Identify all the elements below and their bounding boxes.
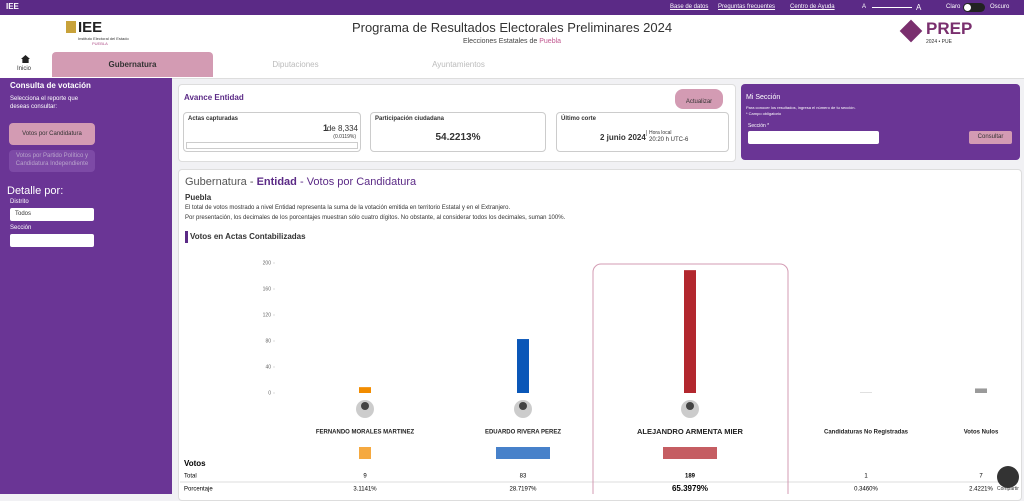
required-note: * Campo obligatorio	[746, 111, 782, 116]
detail-title: Detalle por:	[7, 185, 64, 197]
toggle-knob	[964, 4, 971, 11]
note: El total de votos mostrado a nivel Entid…	[185, 205, 511, 211]
turnout-box: Participación ciudadana 54.2213%	[370, 112, 546, 152]
header-title: Programa de Resultados Electorales Preli…	[351, 20, 673, 35]
progress-card: Avance Entidad Actualizar Actas capturad…	[178, 84, 736, 162]
report-card: Gubernatura - Entidad - Votos por Candid…	[178, 169, 1022, 501]
progress-bar	[186, 142, 358, 149]
font-increase[interactable]: A	[916, 3, 922, 12]
logo-sub: Instituto Electoral del Estado	[78, 36, 129, 41]
chart-title: Votos en Actas Contabilizadas	[190, 232, 306, 241]
share-button[interactable]	[997, 466, 1019, 488]
progress-title: Avance Entidad	[184, 93, 244, 102]
sidebar-prompt: Selecciona el reporte que deseas consult…	[10, 96, 79, 110]
link[interactable]: Preguntas frecuentes	[718, 4, 776, 10]
link[interactable]: Base de datos	[670, 4, 709, 10]
subtitle-place: Puebla	[539, 38, 562, 45]
turnout-label: Participación ciudadana	[375, 116, 445, 122]
cut-box: Último corte 2 junio 2024 Hora local 20:…	[556, 112, 729, 152]
nav: Inicio Gubernatura Diputaciones Ayuntami…	[0, 51, 1024, 79]
logo-emblem	[66, 21, 76, 33]
report-title: Gubernatura - Entidad - Votos por Candid…	[185, 176, 416, 188]
district-value: Todos	[15, 211, 32, 217]
brand: PREP	[926, 19, 973, 38]
cut-label: Último corte	[561, 116, 597, 122]
field-label: Sección *	[748, 123, 770, 129]
my-section-card: Mi Sección Para conocer los resultados, …	[741, 84, 1020, 160]
district-select[interactable]: Todos	[10, 208, 94, 221]
home-link[interactable]: Inicio	[17, 66, 32, 72]
tab[interactable]: Diputaciones	[272, 60, 319, 69]
consult-button[interactable]: Consultar	[969, 131, 1012, 144]
brand-sub: 2024 • PUE	[926, 39, 952, 45]
header: IEE Instituto Electoral del Estado PUEBL…	[0, 15, 1024, 51]
separator: -	[299, 176, 304, 188]
refresh-button[interactable]: Actualizar	[675, 89, 723, 109]
view: Votos por Candidatura	[306, 176, 417, 188]
header-logo: IEE	[78, 19, 103, 36]
my-section-title: Mi Sección	[746, 94, 781, 101]
font-slider[interactable]	[872, 7, 912, 8]
link[interactable]: Centro de Ayuda	[790, 4, 835, 10]
captured-label: Actas capturadas	[188, 116, 239, 122]
tab-active[interactable]: Gubernatura	[52, 52, 213, 77]
cut-date: 2 junio 2024	[600, 133, 646, 142]
theme-light[interactable]: Claro	[946, 4, 961, 10]
sidebar: Consulta de votación Selecciona el repor…	[0, 78, 172, 494]
region: Puebla	[185, 193, 212, 202]
subtitle-text: Elecciones Estatales de	[462, 38, 538, 45]
sidebar-title: Consulta de votación	[10, 81, 91, 90]
top-bar: IEE Base de datos Preguntas frecuentes C…	[0, 0, 1024, 15]
share-label[interactable]: Compartir	[997, 486, 1019, 492]
captured-of: de 8,334	[326, 124, 358, 133]
logo-place: PUEBLA	[92, 41, 108, 46]
note: Por presentación, los decimales de los p…	[185, 215, 566, 221]
my-section-hint: Para conocer los resultados, ingresa el …	[746, 105, 856, 110]
report-button[interactable]: Votos por Candidatura	[9, 123, 95, 145]
turnout-value: 54.2213%	[435, 132, 481, 143]
title-accent	[185, 231, 188, 243]
section-select[interactable]	[10, 234, 94, 247]
font-decrease[interactable]: A	[862, 4, 867, 10]
report-button[interactable]: Votos por Partido Político y Candidatura…	[9, 150, 95, 172]
separator: -	[249, 176, 254, 188]
captured-pct: (0.0119%)	[333, 134, 356, 140]
tab[interactable]: Ayuntamientos	[432, 60, 485, 69]
cut-time: 20:20 h UTC-6	[649, 137, 689, 143]
theme-dark[interactable]: Oscuro	[990, 4, 1010, 10]
theme-toggle[interactable]	[963, 3, 985, 12]
home-icon[interactable]	[21, 55, 30, 63]
header-subtitle: Elecciones Estatales de Puebla	[0, 38, 1024, 45]
cut-time-label: Hora local	[646, 130, 672, 136]
section-label: Sección	[10, 225, 32, 231]
level: Gubernatura	[185, 176, 247, 188]
section-input[interactable]	[748, 131, 879, 144]
district-label: Distrito	[10, 199, 29, 205]
captured-count: 1	[322, 123, 328, 133]
top-logo: IEE	[6, 2, 19, 11]
scope: Entidad	[256, 176, 297, 188]
captured-box: Actas capturadas 1 de 8,334 (0.0119%)	[183, 112, 361, 152]
